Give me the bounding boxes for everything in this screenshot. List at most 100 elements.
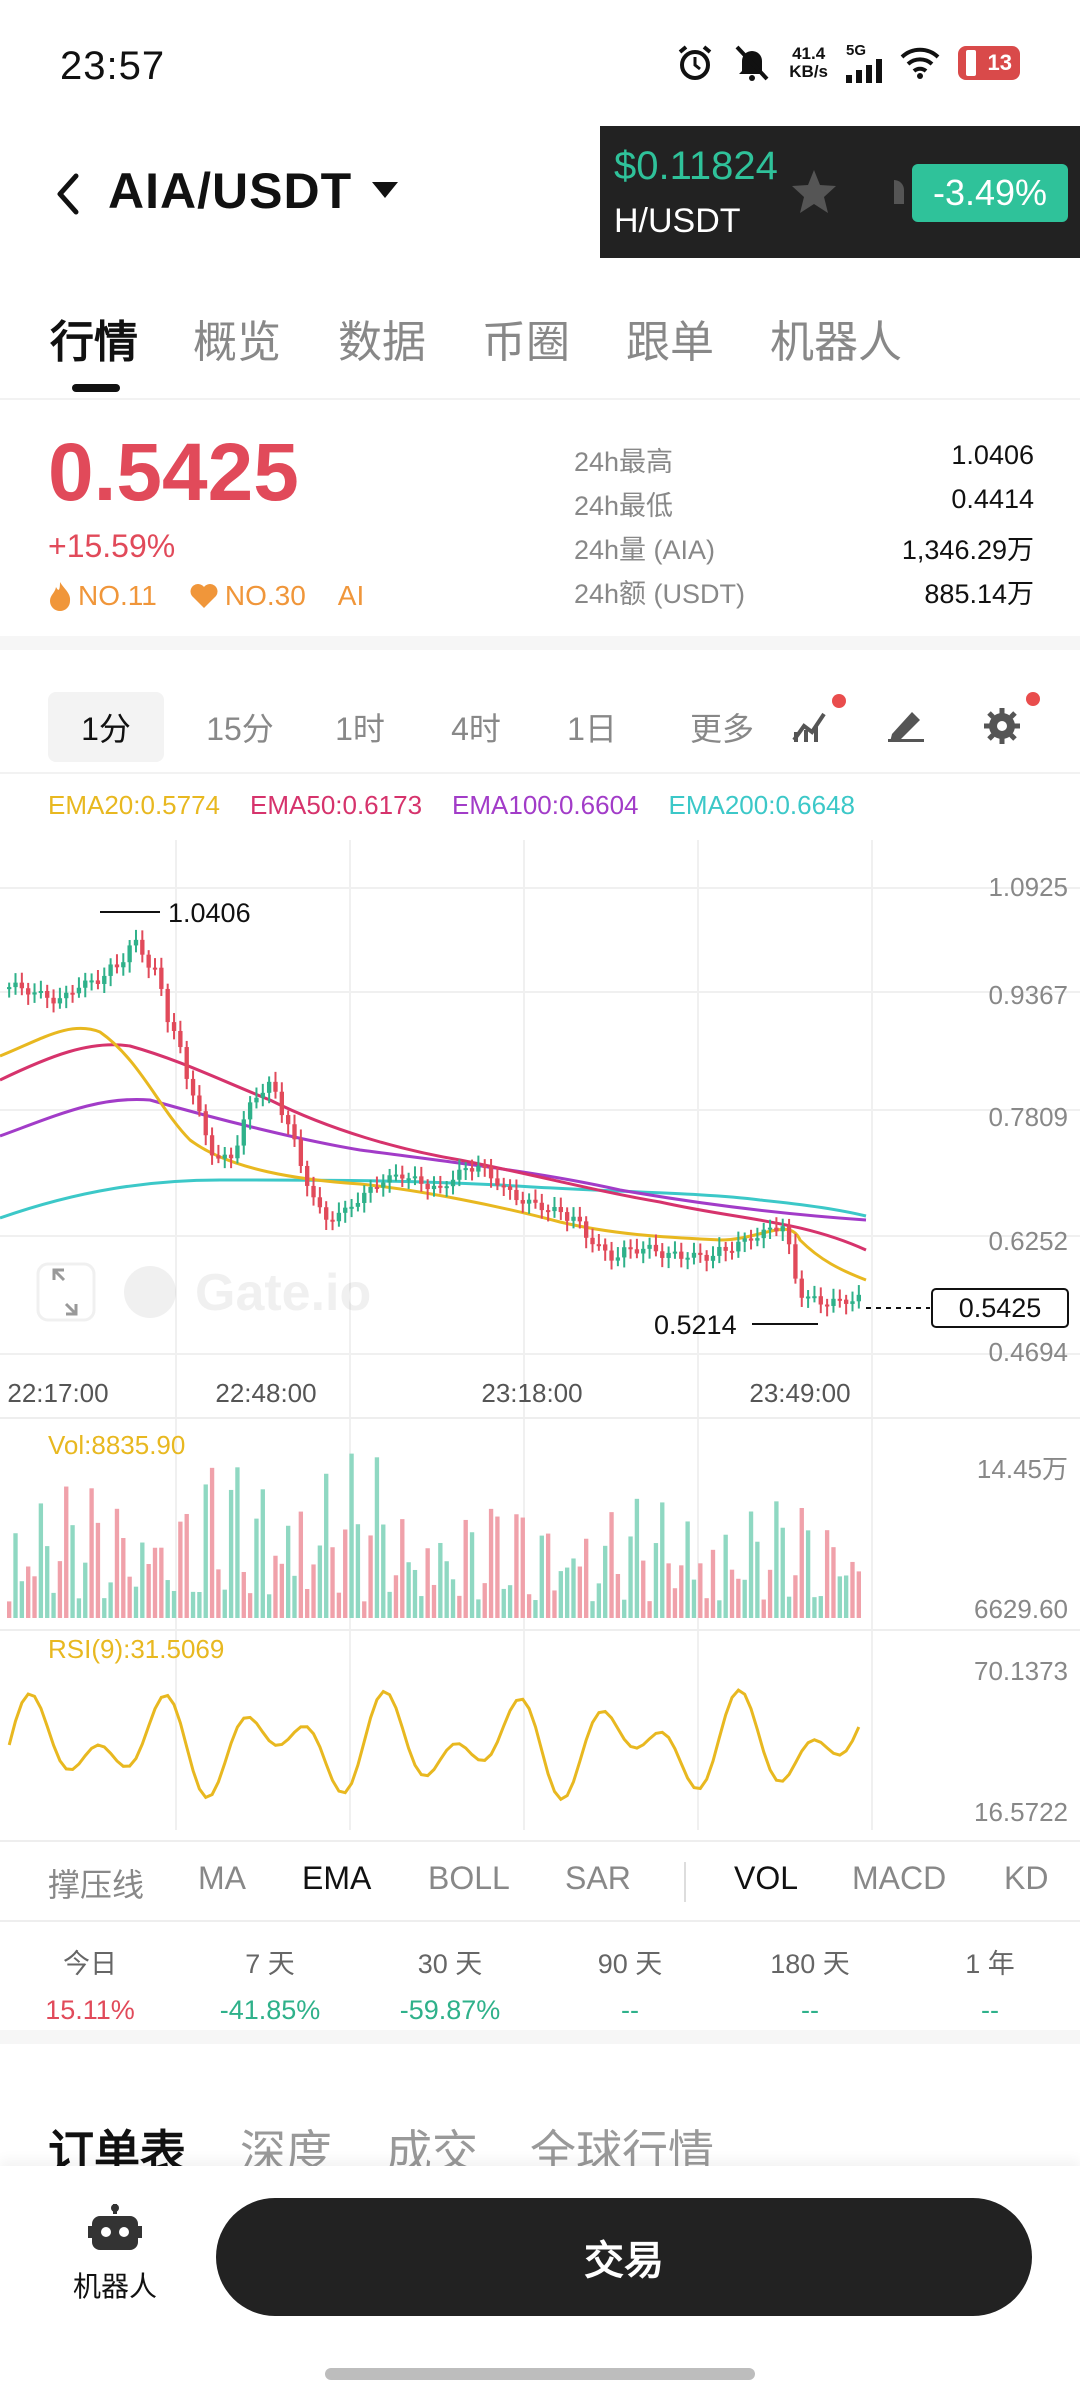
candle-body [672, 1251, 678, 1254]
ind-boll[interactable]: BOLL [428, 1860, 510, 1896]
expand-icon[interactable] [52, 1268, 78, 1316]
volume-bar [850, 1561, 855, 1618]
candle-body [114, 964, 120, 968]
interval-4h[interactable]: 4时 [451, 711, 501, 747]
hot-rank-badge[interactable]: NO.11 [48, 580, 157, 612]
pair-title[interactable]: AIA/USDT [108, 163, 353, 219]
wifi-icon [900, 47, 940, 79]
tab-market[interactable]: 行情 [50, 318, 138, 367]
robot-button[interactable]: 机器人 [56, 2204, 174, 2324]
volume-bar [178, 1521, 183, 1618]
status-icons: 41.4 KB/s 5G 13 [675, 42, 1020, 83]
trade-button[interactable]: 交易 [216, 2198, 1032, 2316]
ind-kd[interactable]: KD [1004, 1860, 1049, 1896]
ind-sar[interactable]: SAR [565, 1860, 631, 1896]
candle-body [13, 982, 18, 988]
tab-community[interactable]: 币圈 [482, 318, 570, 367]
volume-bar [558, 1571, 563, 1618]
fav-rank-badge[interactable]: NO.30 [189, 580, 306, 612]
watermark: Gate.io [36, 1262, 371, 1322]
volume-bar [51, 1592, 56, 1618]
candle-body [38, 990, 44, 993]
flame-icon [50, 582, 71, 611]
stat-24h-low: 0.4414 [951, 484, 1034, 514]
volume-bar [247, 1593, 253, 1618]
volume-bar [362, 1601, 367, 1618]
volume-bar [698, 1563, 703, 1618]
volume-bar [57, 1561, 63, 1618]
volume-bar [241, 1571, 246, 1618]
signal-icon [846, 59, 882, 83]
tab-robot[interactable]: 机器人 [770, 318, 902, 367]
candle-body [32, 992, 37, 995]
volume-bar [203, 1484, 208, 1618]
candle-body [495, 1178, 500, 1186]
interval-15m[interactable]: 15分 [206, 711, 274, 747]
volume-bar [672, 1588, 678, 1618]
floating-ticker[interactable]: $0.11824 H/USDT -3.49% [600, 126, 1080, 258]
ind-macd[interactable]: MACD [852, 1860, 947, 1896]
perf-30d: 30 天 -59.87% [399, 1949, 501, 2025]
volume-bar [305, 1588, 310, 1618]
candle-body [634, 1249, 640, 1254]
candle-body [330, 1219, 335, 1222]
candle-body [736, 1241, 741, 1252]
tab-copy-trading[interactable]: 跟单 [626, 318, 714, 367]
candle-body [850, 1301, 855, 1304]
ind-ema[interactable]: EMA [302, 1860, 372, 1896]
ind-ma[interactable]: MA [198, 1860, 246, 1896]
ind-vol[interactable]: VOL [734, 1860, 799, 1896]
volume-bar [463, 1519, 468, 1618]
back-icon[interactable] [48, 164, 88, 224]
candle-body [641, 1248, 646, 1254]
interval-1m[interactable]: 1分 [48, 692, 164, 762]
ai-tag-badge[interactable]: AI [337, 580, 365, 611]
interval-1d[interactable]: 1日 [567, 711, 617, 747]
volume-bar [742, 1579, 747, 1618]
draw-pen-icon[interactable] [886, 706, 926, 742]
interval-1h[interactable]: 1时 [335, 711, 385, 747]
volume-bar [488, 1508, 494, 1618]
stat-row: 24h最高 1.0406 [574, 440, 1034, 484]
price-chart[interactable]: Gate.io 1.0406 0.5214 0.5425 1.0925 0.93… [0, 840, 1080, 1830]
chart-grid [0, 840, 1080, 1830]
tab-overview[interactable]: 概览 [193, 318, 281, 367]
candle-body [469, 1168, 475, 1172]
ind-support-resistance[interactable]: 撑压线 [48, 1867, 145, 1903]
volume-bar [152, 1547, 158, 1618]
candle-body [552, 1206, 557, 1212]
tab-data[interactable]: 数据 [338, 318, 426, 367]
volume-bar [228, 1489, 234, 1618]
indicator-chart-icon[interactable] [790, 706, 830, 742]
interval-more[interactable]: 更多 [689, 711, 754, 747]
volume-bar [495, 1516, 500, 1618]
volume-bar [190, 1591, 196, 1618]
ema20-label: EMA20:0.5774 [48, 790, 221, 820]
volume-bar [336, 1592, 342, 1618]
volume-bar [514, 1514, 519, 1618]
volume-bar [349, 1453, 354, 1618]
volume-bar [596, 1583, 602, 1618]
volume-bar [324, 1473, 329, 1618]
candle-body [824, 1304, 830, 1307]
candle-body [723, 1246, 728, 1251]
volume-bar [121, 1538, 126, 1618]
x-tick: 22:17:00 [7, 1378, 108, 1408]
settings-gear-icon[interactable] [982, 706, 1022, 746]
candle-body [679, 1251, 684, 1259]
volume-bar [450, 1579, 456, 1618]
ema100-line [0, 1097, 867, 1222]
volume-bar [457, 1595, 462, 1618]
home-indicator[interactable] [325, 2368, 755, 2380]
candlestick-series [7, 929, 861, 1317]
volume-bar [552, 1590, 557, 1618]
y-tick: 0.4694 [988, 1337, 1068, 1367]
volume-bar [774, 1501, 779, 1618]
y-axis-ticks: 1.0925 0.9367 0.7809 0.6252 0.4694 [988, 872, 1068, 1367]
caret-down-icon[interactable] [372, 182, 398, 200]
bell-icon [894, 180, 904, 204]
volume-bar [818, 1596, 823, 1618]
candle-body [178, 1030, 183, 1048]
volume-bar [45, 1546, 50, 1618]
candle-body [216, 1155, 221, 1159]
